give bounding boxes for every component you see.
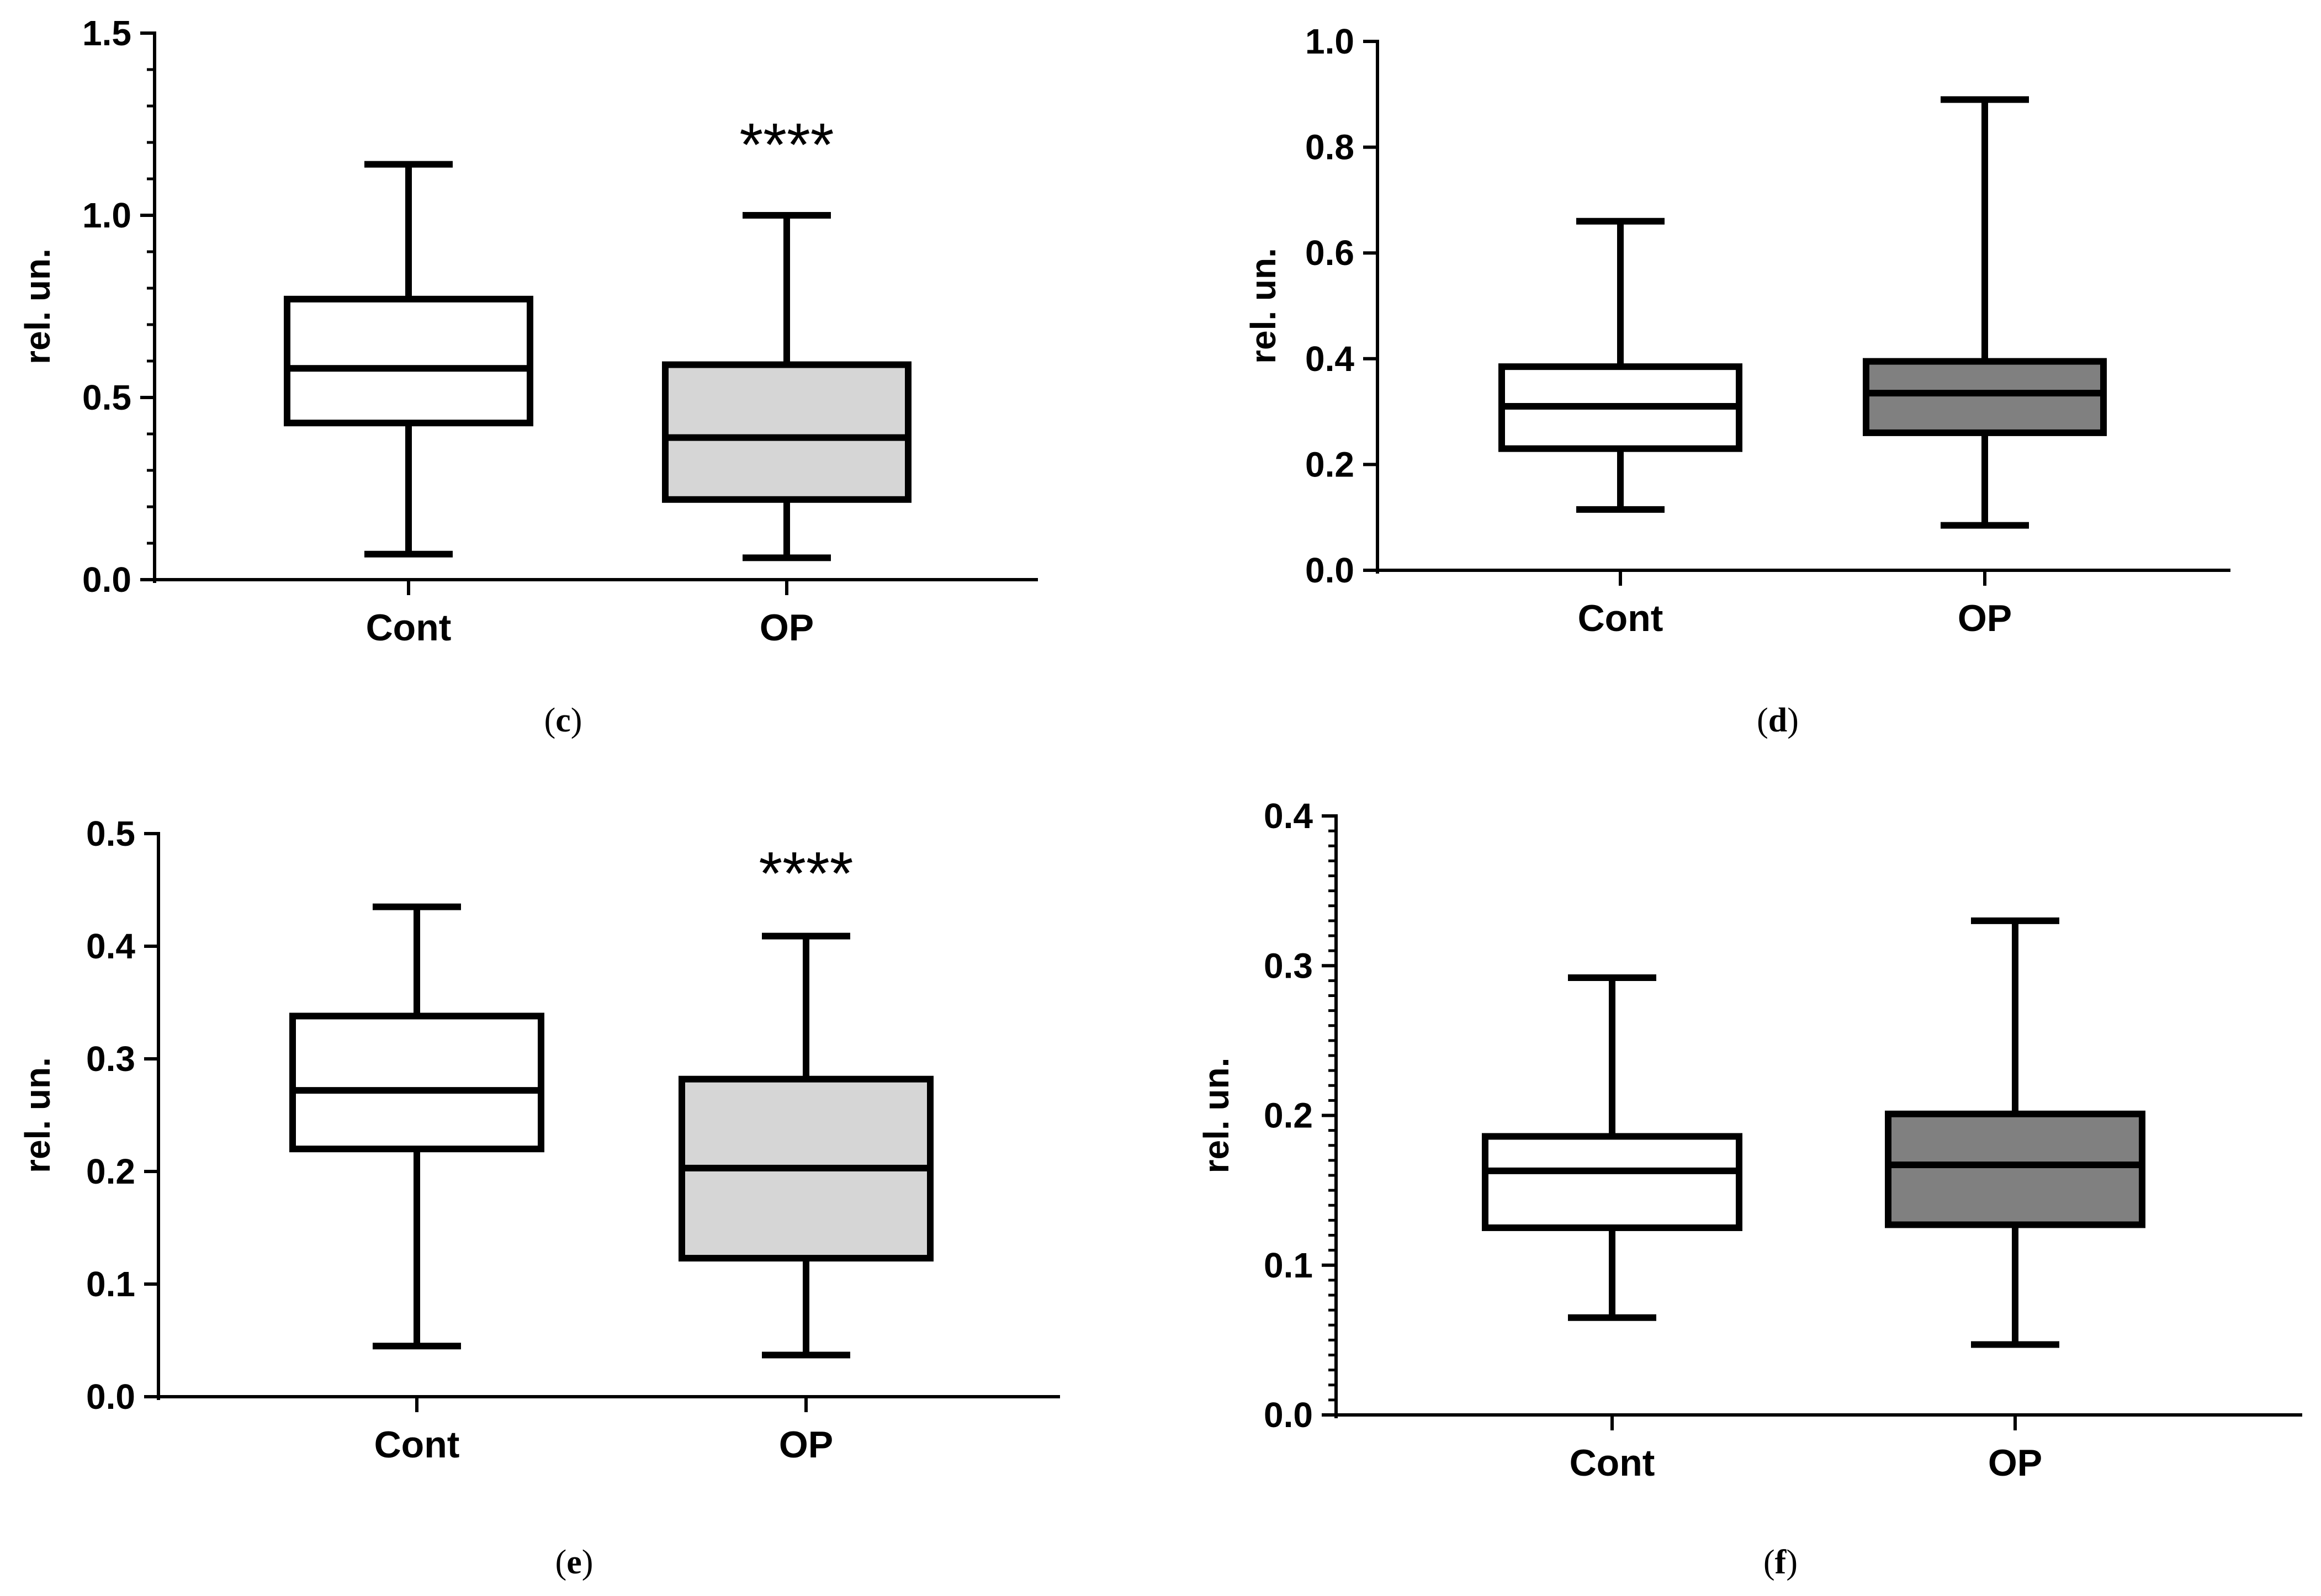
x-category-label: OP <box>1988 1442 2042 1484</box>
significance-annotation: **** <box>759 840 853 908</box>
box-cont <box>289 903 544 1350</box>
y-tick-label: 0.5 <box>86 814 135 853</box>
iqr-box <box>1885 1110 2145 1228</box>
y-tick-label: 0.4 <box>1305 339 1354 379</box>
y-tick-label: 1.5 <box>82 13 131 53</box>
y-tick-label: 0.6 <box>1305 233 1354 273</box>
x-category-label: OP <box>1958 597 2012 639</box>
x-category-label: Cont <box>1578 597 1663 639</box>
y-tick-label: 0.2 <box>1305 444 1354 484</box>
panel-e: 0.0 0.1 0.2 0.3 0.4 0.5 rel. un. Cont OP **** (e) <box>18 814 1060 1581</box>
panel-label-letter: e <box>566 1544 582 1581</box>
panel-label: (f) <box>1763 1544 1798 1581</box>
panel-label-letter: d <box>1768 702 1787 739</box>
iqr-box <box>284 295 533 427</box>
y-tick-label: 0.1 <box>86 1264 135 1304</box>
panel-f: 0.0 0.1 0.2 0.3 0.4 rel. un. Cont OP (f) <box>1196 796 2302 1581</box>
iqr-box <box>1863 358 2107 436</box>
panel-label-close-paren: ) <box>571 702 582 739</box>
y-tick-label: 0.0 <box>1264 1395 1313 1435</box>
box-op <box>1863 96 2107 529</box>
box-op: **** <box>679 840 934 1359</box>
panel-label-close-paren: ) <box>1786 1544 1798 1581</box>
panel-label-letter: f <box>1775 1544 1787 1581</box>
panel-label-open-paren: ( <box>1757 702 1768 739</box>
box-cont <box>1482 974 1742 1321</box>
y-tick-label: 0.1 <box>1264 1245 1313 1285</box>
y-tick-label: 0.4 <box>1264 796 1313 836</box>
panel-d: 0.0 0.2 0.4 0.6 0.8 1.0 rel. un. Cont OP (d) <box>1243 22 2230 739</box>
x-category-label: OP <box>760 607 814 649</box>
x-category-label: Cont <box>1570 1442 1655 1484</box>
y-axis-title: rel. un. <box>1196 1058 1236 1174</box>
iqr-box <box>289 1012 544 1153</box>
panel-c: 0.0 0.5 1.0 1.5 rel. un. Cont OP **** (c) <box>18 13 1038 739</box>
panel-label-open-paren: ( <box>1763 1544 1775 1581</box>
box-op: **** <box>662 111 912 561</box>
panel-label-close-paren: ) <box>1787 702 1799 739</box>
y-axis-title: rel. un. <box>1243 248 1283 364</box>
panel-label: (d) <box>1757 702 1799 739</box>
y-axis-title: rel. un. <box>18 248 57 364</box>
panel-label-open-paren: ( <box>555 1544 567 1581</box>
y-tick-label: 0.8 <box>1305 128 1354 167</box>
y-tick-label: 1.0 <box>1305 22 1354 61</box>
y-tick-label: 0.0 <box>82 560 131 600</box>
significance-annotation: **** <box>739 111 834 179</box>
y-tick-label: 0.5 <box>82 378 131 417</box>
panel-label-letter: c <box>555 702 571 739</box>
panel-label: (c) <box>544 702 582 739</box>
y-tick-label: 0.0 <box>86 1377 135 1417</box>
y-tick-label: 0.0 <box>1305 550 1354 590</box>
y-tick-label: 0.3 <box>86 1039 135 1079</box>
box-cont <box>284 161 533 558</box>
y-tick-label: 0.2 <box>86 1152 135 1191</box>
panel-label-close-paren: ) <box>582 1544 594 1581</box>
y-tick-label: 0.3 <box>1264 946 1313 985</box>
box-cont <box>1498 218 1742 513</box>
panel-label-open-paren: ( <box>544 702 556 739</box>
y-axis-title: rel. un. <box>18 1057 57 1173</box>
iqr-box <box>1482 1133 1742 1231</box>
y-tick-label: 0.4 <box>86 926 135 966</box>
iqr-box <box>662 361 912 503</box>
panel-label: (e) <box>555 1544 594 1581</box>
box-op <box>1885 917 2145 1348</box>
x-category-label: OP <box>779 1424 833 1466</box>
y-tick-label: 0.2 <box>1264 1096 1313 1136</box>
x-category-label: Cont <box>366 607 452 649</box>
y-tick-label: 1.0 <box>82 195 131 235</box>
x-category-label: Cont <box>374 1424 460 1466</box>
